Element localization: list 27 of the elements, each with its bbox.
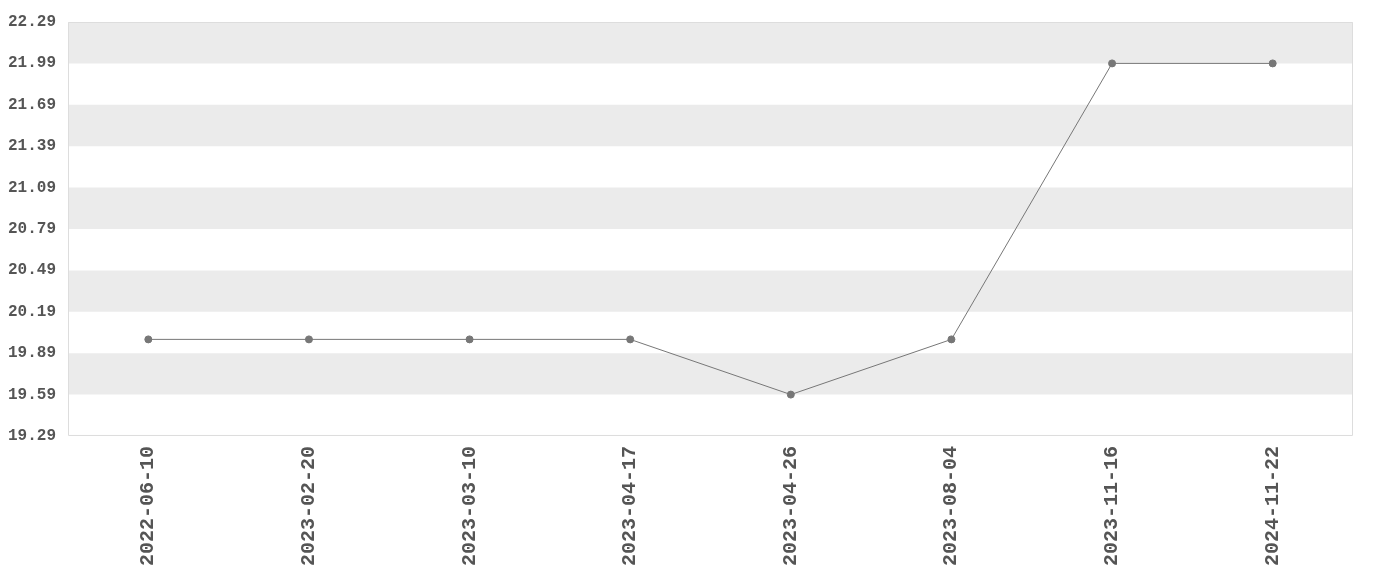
- y-tick-label: 19.59: [8, 385, 57, 404]
- x-tick-label: 2023-03-10: [457, 445, 481, 567]
- x-tick-label: 2022-06-10: [136, 445, 160, 567]
- x-tick-label: 2023-04-26: [778, 445, 802, 567]
- x-tick-label: 2023-11-16: [1100, 445, 1124, 567]
- point: [144, 335, 153, 344]
- y-tick-label: 19.89: [8, 344, 57, 363]
- y-tick-label: 22.29: [8, 13, 57, 32]
- y-tick-label: 19.29: [8, 427, 57, 446]
- x-tick-label: 2023-08-04: [939, 445, 963, 567]
- y-tick-label: 20.79: [8, 220, 57, 239]
- x-tick-label: 2023-04-17: [618, 445, 642, 567]
- y-tick-label: 21.39: [8, 137, 57, 156]
- point: [947, 335, 956, 344]
- point: [304, 335, 313, 344]
- y-tick-label: 21.69: [8, 95, 57, 114]
- x-tick-label: 2023-02-20: [296, 445, 320, 567]
- point: [465, 335, 474, 344]
- x-tick-label: 2024-11-22: [1260, 445, 1284, 567]
- y-tick-label: 21.09: [8, 178, 57, 197]
- point: [626, 335, 635, 344]
- point: [1108, 59, 1117, 68]
- y-tick-label: 20.49: [8, 261, 57, 280]
- y-tick-label: 21.99: [8, 54, 57, 73]
- point: [1268, 59, 1277, 68]
- y-tick-label: 20.19: [8, 302, 57, 321]
- point: [786, 390, 795, 399]
